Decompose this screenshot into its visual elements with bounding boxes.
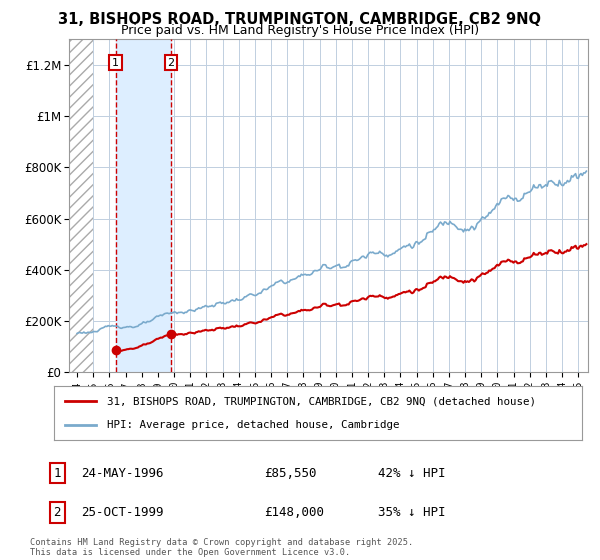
Text: 2: 2 [53, 506, 61, 519]
Text: Price paid vs. HM Land Registry's House Price Index (HPI): Price paid vs. HM Land Registry's House … [121, 24, 479, 36]
Text: 42% ↓ HPI: 42% ↓ HPI [378, 466, 445, 480]
Bar [69, 39, 93, 372]
Text: 31, BISHOPS ROAD, TRUMPINGTON, CAMBRIDGE, CB2 9NQ: 31, BISHOPS ROAD, TRUMPINGTON, CAMBRIDGE… [59, 12, 542, 27]
Text: 2: 2 [167, 58, 175, 68]
Text: 31, BISHOPS ROAD, TRUMPINGTON, CAMBRIDGE, CB2 9NQ (detached house): 31, BISHOPS ROAD, TRUMPINGTON, CAMBRIDGE… [107, 396, 536, 407]
Text: 35% ↓ HPI: 35% ↓ HPI [378, 506, 445, 519]
Text: £85,550: £85,550 [264, 466, 317, 480]
Text: 25-OCT-1999: 25-OCT-1999 [81, 506, 163, 519]
Text: £148,000: £148,000 [264, 506, 324, 519]
Bar [116, 39, 171, 372]
Text: HPI: Average price, detached house, Cambridge: HPI: Average price, detached house, Camb… [107, 419, 400, 430]
Text: 1: 1 [53, 466, 61, 480]
Bar [69, 39, 93, 372]
Text: 1: 1 [112, 58, 119, 68]
Text: 24-MAY-1996: 24-MAY-1996 [81, 466, 163, 480]
Text: Contains HM Land Registry data © Crown copyright and database right 2025.
This d: Contains HM Land Registry data © Crown c… [30, 538, 413, 557]
